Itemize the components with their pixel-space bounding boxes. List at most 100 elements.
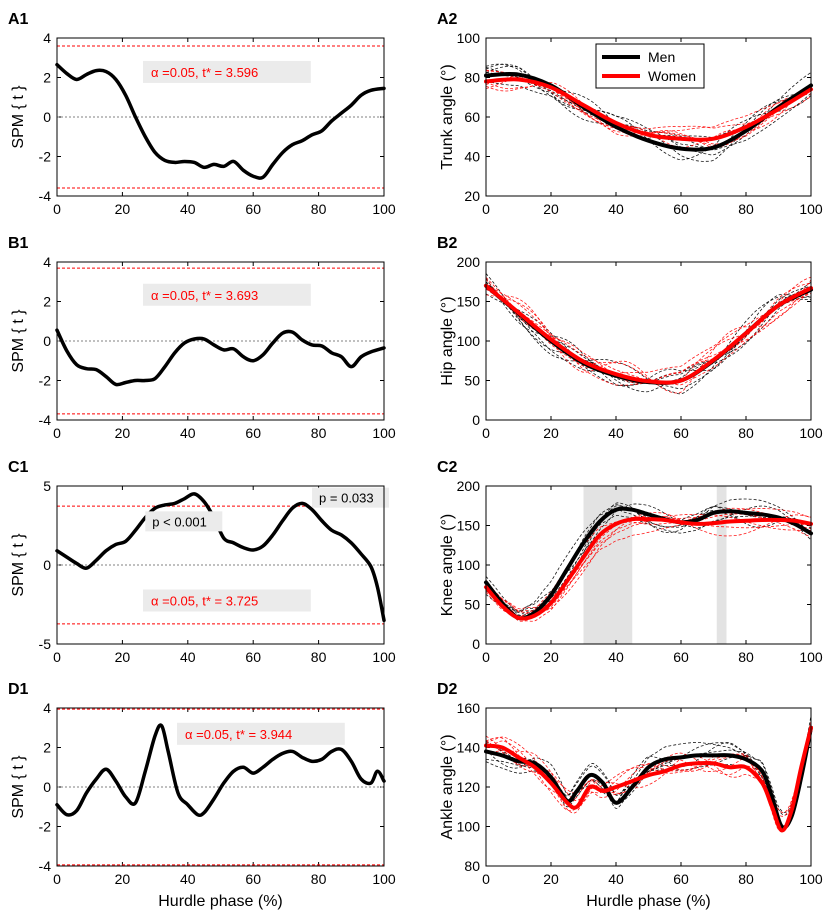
y-tick-label: 120: [457, 779, 481, 795]
mean-curve-men: [484, 506, 813, 621]
x-tick-label: 100: [799, 649, 823, 665]
panel-b2: 0 20 40 60 80 100 0 50 100 150 200 B2 Hip angle (°): [437, 235, 823, 441]
y-axis-label: Trunk angle (°): [439, 64, 456, 169]
x-tick-label: 20: [115, 871, 131, 887]
individual-trace: [485, 503, 812, 612]
x-tick-label: 100: [372, 201, 396, 217]
plot-frame: [485, 37, 812, 197]
mean-curve-women: [484, 77, 813, 142]
panel-label: C1: [8, 459, 29, 476]
individual-trace: [485, 278, 812, 384]
panel-label: A1: [8, 11, 29, 28]
cluster-p-value: p < 0.001: [152, 514, 207, 529]
x-tick-label: 40: [608, 425, 624, 441]
individual-trace: [485, 721, 812, 831]
spm-t-curve: [55, 723, 386, 818]
y-tick-label: 200: [457, 254, 481, 270]
x-tick-label: 60: [245, 871, 261, 887]
y-tick-label: -4: [39, 188, 52, 204]
individual-trace: [485, 512, 812, 615]
x-tick-label: 100: [799, 425, 823, 441]
y-tick-label: 4: [43, 254, 51, 270]
plot-frame: [485, 261, 812, 421]
x-tick-label: 0: [482, 649, 490, 665]
x-tick-label: 100: [372, 871, 396, 887]
plot-frame: [56, 485, 385, 645]
x-tick-label: 40: [608, 871, 624, 887]
individual-trace: [485, 277, 812, 387]
mean-curve-men: [484, 725, 813, 830]
y-tick-label: 100: [457, 333, 481, 349]
y-tick-label: 200: [457, 478, 481, 494]
y-tick-label: 60: [464, 109, 480, 125]
x-tick-label: 80: [311, 649, 327, 665]
y-tick-label: 0: [43, 333, 51, 349]
individual-trace: [485, 273, 812, 395]
plot-frame: [485, 707, 812, 867]
y-tick-label: 0: [43, 109, 51, 125]
y-axis-label: SPM { t }: [10, 755, 27, 819]
y-tick-label: 160: [457, 700, 481, 716]
individual-trace: [485, 715, 812, 829]
plot-frame: [56, 261, 385, 421]
panel-d1: 0 20 40 60 80 100 -4 -2 0 2 4 D1 SPM { t } Hurdle pha…: [8, 681, 396, 910]
cluster-annotation-box: [145, 511, 223, 532]
individual-trace: [485, 508, 812, 618]
y-tick-label: 2: [43, 740, 51, 756]
x-tick-label: 20: [543, 425, 559, 441]
legend: [595, 43, 705, 89]
individual-trace: [485, 281, 812, 384]
individual-trace: [485, 498, 812, 613]
panel-label: D2: [437, 681, 458, 698]
x-tick-label: 0: [482, 425, 490, 441]
y-tick-label: 0: [472, 636, 480, 652]
threshold-annotation-box: [177, 722, 345, 745]
y-axis-label: Hip angle (°): [439, 296, 456, 385]
x-tick-label: 60: [245, 425, 261, 441]
x-tick-label: 80: [738, 201, 754, 217]
threshold-annotation-box: [143, 60, 311, 83]
x-tick-label: 60: [673, 425, 689, 441]
y-axis-label: Knee angle (°): [439, 514, 456, 616]
panel-label: B1: [8, 235, 29, 252]
x-tick-label: 60: [673, 201, 689, 217]
y-axis-label: SPM { t }: [10, 533, 27, 597]
y-tick-label: 0: [43, 779, 51, 795]
y-tick-label: -2: [39, 373, 52, 389]
panel-a1: 0 20 40 60 80 100 -4 -2 0 2 4 A1 SPM { t } α =0.05, t…: [8, 11, 396, 217]
y-tick-label: 80: [464, 858, 480, 874]
individual-trace: [485, 513, 812, 610]
x-tick-label: 40: [180, 649, 196, 665]
x-tick-label: 100: [799, 871, 823, 887]
panel-label: B2: [437, 235, 458, 252]
spm-t-curve: [55, 62, 386, 180]
x-tick-label: 80: [311, 425, 327, 441]
x-tick-label: 100: [799, 201, 823, 217]
x-tick-label: 40: [180, 425, 196, 441]
x-tick-label: 60: [245, 201, 261, 217]
x-tick-label: 60: [673, 871, 689, 887]
y-axis-label: Ankle angle (°): [439, 734, 456, 839]
individual-trace: [485, 285, 812, 386]
individual-trace: [485, 515, 812, 622]
x-tick-label: 40: [608, 649, 624, 665]
x-tick-label: 40: [180, 871, 196, 887]
panel-label: A2: [437, 11, 458, 28]
panel-c2: 0 20 40 60 80 100 0 50 100 150 200 C2 Knee angle (°): [437, 459, 823, 665]
panel-b1: 0 20 40 60 80 100 -4 -2 0 2 4 B1 SPM { t } α =0.05, t…: [8, 235, 396, 441]
x-axis-label: Hurdle phase (%): [586, 893, 711, 910]
individual-trace: [485, 69, 812, 130]
x-tick-label: 40: [180, 201, 196, 217]
individual-trace: [485, 734, 812, 817]
y-axis-label: SPM { t }: [10, 309, 27, 373]
mean-curve-women: [484, 283, 813, 385]
y-tick-label: -5: [39, 636, 52, 652]
y-axis-label: SPM { t }: [10, 85, 27, 149]
x-tick-label: 60: [673, 649, 689, 665]
x-tick-label: 0: [482, 201, 490, 217]
panel-d2: 0 20 40 60 80 100 80 100 120 140 160 D2 Ankle angle …: [437, 681, 823, 910]
cluster-p-value: p = 0.033: [319, 491, 374, 506]
panel-label: D1: [8, 681, 29, 698]
individual-trace: [485, 513, 812, 612]
x-tick-label: 60: [245, 649, 261, 665]
